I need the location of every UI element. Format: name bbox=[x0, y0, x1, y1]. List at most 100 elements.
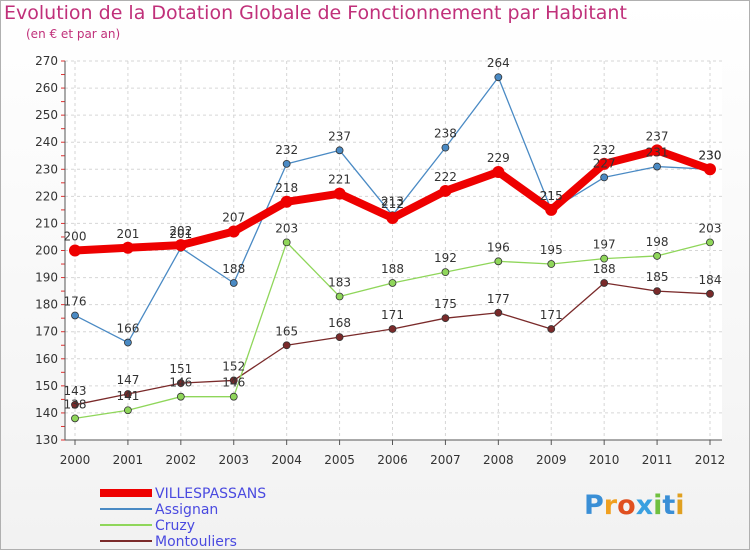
data-point bbox=[174, 239, 187, 252]
y-tick-label: 200 bbox=[35, 244, 58, 258]
data-label: 138 bbox=[64, 397, 87, 411]
x-tick-label: 2009 bbox=[536, 453, 567, 467]
data-label: 171 bbox=[381, 308, 404, 322]
data-label: 212 bbox=[381, 197, 404, 211]
data-point bbox=[439, 184, 452, 197]
data-label: 176 bbox=[64, 294, 87, 308]
data-label: 200 bbox=[64, 230, 87, 244]
y-tick-label: 150 bbox=[35, 379, 58, 393]
data-point bbox=[441, 268, 450, 277]
logo-letter: P bbox=[584, 490, 604, 521]
data-label: 203 bbox=[275, 221, 298, 235]
data-point bbox=[229, 376, 238, 385]
data-point bbox=[492, 165, 505, 178]
y-tick-label: 210 bbox=[35, 216, 58, 230]
data-label: 213 bbox=[381, 194, 404, 208]
y-tick-label: 190 bbox=[35, 271, 58, 285]
data-label: 230 bbox=[699, 148, 722, 162]
x-tick-label: 2000 bbox=[60, 453, 91, 467]
data-point bbox=[333, 187, 346, 200]
data-label: 151 bbox=[169, 362, 192, 376]
data-label: 188 bbox=[593, 262, 616, 276]
data-point bbox=[229, 392, 238, 401]
data-label: 196 bbox=[487, 240, 510, 254]
data-point bbox=[653, 252, 661, 260]
data-label: 188 bbox=[222, 262, 245, 276]
data-label: 184 bbox=[699, 273, 722, 287]
data-label: 230 bbox=[699, 148, 722, 162]
data-point bbox=[441, 314, 450, 323]
data-label: 238 bbox=[434, 127, 457, 141]
data-label: 146 bbox=[169, 376, 192, 390]
data-point bbox=[335, 146, 344, 155]
data-point bbox=[124, 406, 132, 415]
x-tick-label: 2008 bbox=[483, 453, 514, 467]
data-point bbox=[176, 392, 185, 401]
data-point bbox=[704, 163, 716, 176]
data-point bbox=[388, 279, 397, 287]
data-label: 232 bbox=[275, 143, 298, 157]
data-label: 147 bbox=[116, 373, 139, 387]
legend-label: Cruzy bbox=[155, 518, 195, 534]
data-point bbox=[653, 287, 661, 296]
data-label: 183 bbox=[328, 276, 351, 290]
data-point bbox=[280, 195, 293, 208]
data-point bbox=[598, 157, 611, 170]
data-label: 218 bbox=[275, 181, 298, 195]
data-label: 215 bbox=[540, 189, 563, 203]
x-tick-label: 2007 bbox=[430, 453, 461, 467]
data-point bbox=[600, 254, 609, 263]
logo-letter: t bbox=[662, 490, 676, 521]
data-label: 141 bbox=[116, 389, 139, 403]
data-label: 198 bbox=[646, 235, 669, 249]
data-label: 229 bbox=[487, 151, 510, 165]
data-label: 188 bbox=[381, 262, 404, 276]
x-tick-label: 2001 bbox=[113, 453, 144, 467]
data-label: 143 bbox=[64, 384, 87, 398]
x-tick-label: 2004 bbox=[271, 453, 302, 467]
x-tick-label: 2006 bbox=[377, 453, 408, 467]
data-point bbox=[282, 341, 291, 350]
y-tick-label: 220 bbox=[35, 189, 58, 203]
data-label: 152 bbox=[222, 359, 245, 373]
proxiti-logo: Proxiti bbox=[584, 490, 685, 521]
y-tick-label: 270 bbox=[35, 54, 58, 68]
x-tick-label: 2003 bbox=[218, 453, 249, 467]
data-label: 207 bbox=[222, 211, 245, 225]
y-tick-label: 260 bbox=[35, 81, 58, 95]
data-label: 232 bbox=[593, 143, 616, 157]
data-point bbox=[706, 238, 714, 247]
data-point bbox=[69, 244, 81, 257]
data-label: 192 bbox=[434, 251, 457, 265]
y-tick-label: 180 bbox=[35, 298, 58, 312]
y-tick-label: 230 bbox=[35, 162, 58, 176]
data-point bbox=[547, 325, 556, 333]
data-point bbox=[71, 400, 79, 409]
data-point bbox=[229, 279, 238, 287]
data-point bbox=[71, 311, 79, 320]
data-label: 168 bbox=[328, 316, 351, 330]
y-tick-label: 130 bbox=[35, 433, 58, 447]
data-label: 264 bbox=[487, 56, 510, 70]
x-tick-label: 2011 bbox=[642, 453, 673, 467]
data-label: 185 bbox=[646, 270, 669, 284]
data-label: 201 bbox=[116, 227, 139, 241]
data-label: 237 bbox=[328, 129, 351, 143]
data-label: 165 bbox=[275, 324, 298, 338]
legend-label: Assignan bbox=[155, 502, 218, 518]
data-label: 166 bbox=[116, 322, 139, 336]
data-point bbox=[600, 279, 609, 287]
data-point bbox=[545, 203, 558, 216]
data-point bbox=[494, 73, 503, 82]
data-point bbox=[227, 225, 240, 238]
data-label: 171 bbox=[540, 308, 563, 322]
data-point bbox=[176, 379, 185, 388]
x-tick-label: 2005 bbox=[324, 453, 355, 467]
data-point bbox=[71, 414, 79, 423]
legend-label: Montouliers bbox=[155, 534, 237, 550]
data-label: 202 bbox=[169, 224, 192, 238]
data-label: 197 bbox=[593, 238, 616, 252]
data-point bbox=[388, 325, 397, 333]
data-point bbox=[282, 159, 291, 168]
